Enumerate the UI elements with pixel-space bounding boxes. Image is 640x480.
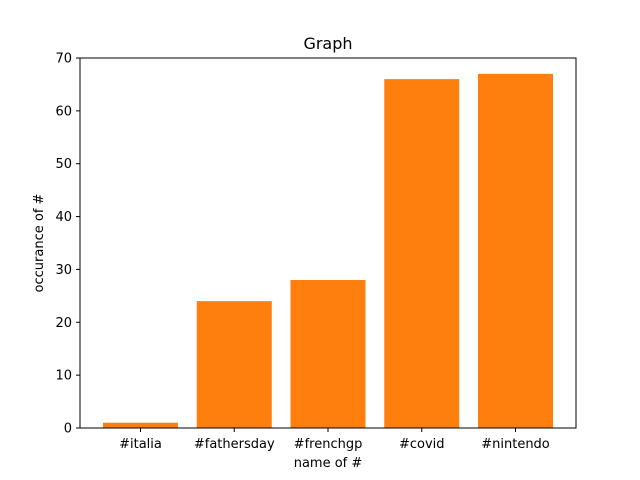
y-tick-label: 10 <box>55 369 72 384</box>
y-tick-label: 0 <box>64 422 72 437</box>
y-tick-label: 70 <box>55 52 72 67</box>
chart-title: Graph <box>303 34 352 53</box>
y-axis-label: occurance of # <box>32 194 47 293</box>
bar-italia <box>103 422 178 428</box>
bar-frenchgp <box>290 280 366 428</box>
y-tick-label: 20 <box>55 316 72 331</box>
y-tick-label: 30 <box>55 263 72 278</box>
x-tick-label: #fathersday <box>194 437 275 452</box>
x-axis-ticks: #italia #fathersday #frenchgp #covid #ninten… <box>119 428 550 452</box>
y-tick-label: 40 <box>55 210 72 225</box>
x-tick-label: #covid <box>399 437 445 452</box>
y-tick-label: 50 <box>55 157 72 172</box>
bar-nintendo <box>478 73 553 429</box>
bars-group <box>103 73 553 429</box>
x-tick-label: #nintendo <box>481 437 550 452</box>
bar-fathersday <box>196 301 272 428</box>
x-tick-label: #frenchgp <box>294 437 363 452</box>
plot-frame <box>79 57 577 429</box>
bar-covid <box>384 79 460 428</box>
x-tick-label: #italia <box>119 437 162 452</box>
y-tick-label: 60 <box>55 104 72 119</box>
y-axis-ticks: 0 10 20 30 40 50 60 70 <box>55 52 80 437</box>
x-axis-label: name of # <box>294 456 363 471</box>
